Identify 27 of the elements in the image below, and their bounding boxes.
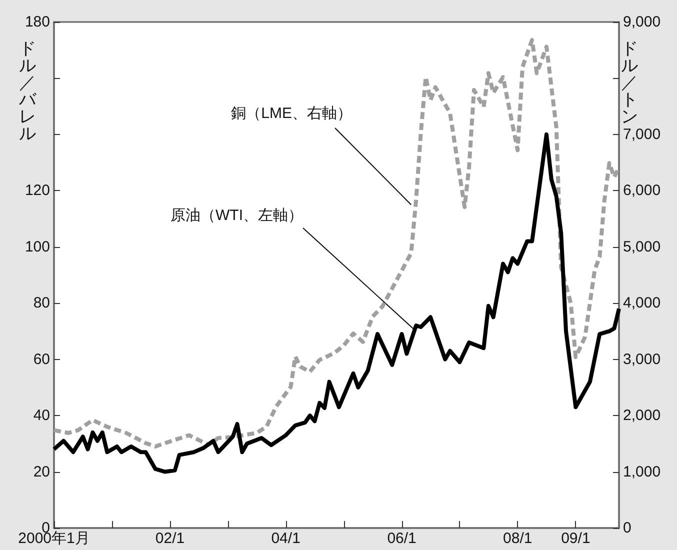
y2-axis-title: ドル／トン bbox=[621, 39, 638, 126]
y2-tick-label: 4,000 bbox=[623, 294, 661, 312]
y-tick-label: 40 bbox=[33, 407, 50, 424]
line-series bbox=[52, 132, 621, 474]
y2-tick-label: 1,000 bbox=[623, 463, 661, 480]
y2-tick-label: 7,000 bbox=[623, 126, 661, 143]
y-axis-title: ドル／バレル bbox=[18, 39, 37, 143]
y-tick-label: 100 bbox=[24, 238, 50, 256]
y-tick-label: 20 bbox=[33, 463, 50, 480]
y-tick-label: 120 bbox=[24, 182, 50, 200]
annotation: 銅（LME、右軸） bbox=[231, 105, 352, 122]
annotation: 原油（WTI、左軸） bbox=[170, 207, 303, 224]
y-tick-label: 80 bbox=[33, 294, 50, 312]
x-tick-label: 04/1 bbox=[271, 530, 300, 547]
x-tick-label: 02/1 bbox=[155, 530, 185, 547]
line-series bbox=[52, 38, 621, 448]
x-tick-label: 06/1 bbox=[387, 530, 416, 547]
y2-tick-label: 2,000 bbox=[623, 407, 661, 424]
y-tick-label: 180 bbox=[24, 14, 50, 30]
y2-tick-label: 9,000 bbox=[623, 14, 661, 30]
x-tick-label: 09/1 bbox=[561, 530, 590, 547]
y2-tick-label: 6,000 bbox=[623, 182, 661, 200]
x-tick-label: 08/1 bbox=[503, 530, 532, 547]
y2-tick-label: 0 bbox=[623, 520, 632, 536]
y-tick-label: 60 bbox=[33, 350, 50, 368]
y2-tick-label: 5,000 bbox=[623, 238, 661, 256]
y2-tick-label: 3,000 bbox=[623, 350, 661, 368]
